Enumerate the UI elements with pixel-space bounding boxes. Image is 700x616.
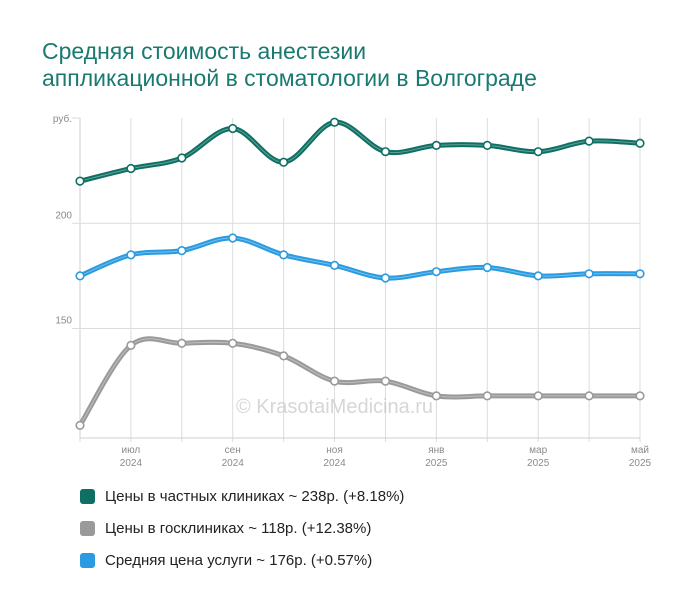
data-point-public	[279, 351, 289, 361]
data-point-average	[380, 273, 391, 283]
data-point-public	[431, 391, 441, 401]
data-point-average	[584, 269, 594, 279]
y-unit-label: руб.	[53, 113, 72, 125]
watermark: © KrasotaiMedicina.ru	[236, 396, 434, 418]
data-point-private	[533, 147, 543, 157]
data-points	[75, 117, 645, 430]
x-tick-label-month: мар	[529, 445, 547, 456]
data-point-private	[279, 157, 289, 167]
data-point-private	[75, 176, 85, 186]
legend-label-private: Цены в частных клиниках ~ 238р. (+8.18%)	[105, 487, 405, 505]
x-tick-label-year: 2024	[323, 458, 346, 469]
series-line-average	[77, 235, 643, 281]
y-tick-label: 200	[55, 210, 72, 221]
x-tick-label-year: 2025	[527, 458, 550, 469]
legend-label-public: Цены в госклиниках ~ 118р. (+12.38%)	[105, 519, 372, 537]
data-point-average	[431, 267, 441, 277]
data-point-public	[228, 338, 238, 348]
axes: 150 200 руб. июл 2024 сен 2024 ноя 2024 янв 2025 ма…	[53, 113, 652, 469]
x-tick-label-month: май	[631, 445, 649, 456]
data-point-private	[380, 147, 391, 157]
x-tick-label-month: июл	[122, 445, 141, 456]
data-point-average	[635, 269, 645, 279]
x-tick-label-month: ноя	[326, 445, 343, 456]
x-tick-label-month: сен	[225, 445, 241, 456]
line-chart: 150 200 руб. июл 2024 сен 2024 ноя 2024 янв 2025 ма…	[53, 113, 652, 469]
legend-swatch-average	[80, 552, 95, 568]
x-tick-label-year: 2025	[629, 458, 652, 469]
data-point-average	[126, 250, 136, 260]
data-point-public	[177, 338, 187, 348]
data-point-average	[177, 246, 187, 256]
data-point-public	[126, 340, 136, 350]
x-tick-label-year: 2024	[222, 458, 245, 469]
chart-title-line-1: Средняя стоимость анестезии	[42, 38, 367, 64]
series-line-highlight-private	[79, 121, 641, 182]
data-point-private	[126, 163, 136, 174]
data-point-private	[635, 138, 645, 148]
data-point-public	[380, 376, 391, 386]
chart-title: Средняя стоимость анестезии аппликационн…	[42, 38, 537, 92]
data-point-private	[431, 140, 441, 150]
y-tick-label: 150	[55, 316, 72, 327]
data-point-average	[75, 271, 85, 281]
data-point-average	[279, 250, 289, 260]
series-line-private	[77, 119, 643, 184]
data-point-public	[533, 391, 543, 401]
data-point-private	[228, 123, 238, 134]
data-point-public	[329, 376, 340, 386]
legend-swatch-public	[80, 520, 95, 536]
data-point-average	[533, 271, 543, 281]
data-point-private	[177, 153, 187, 163]
data-point-average	[329, 260, 340, 270]
data-point-private	[482, 140, 492, 150]
data-point-public	[75, 420, 85, 430]
data-point-public	[635, 391, 645, 401]
x-tick-label-month: янв	[428, 445, 444, 456]
data-point-private	[329, 117, 340, 127]
legend-item-average[interactable]: Средняя цена услуги ~ 176р. (+0.57%)	[80, 550, 404, 570]
legend-swatch-private	[80, 488, 95, 504]
data-point-private	[584, 136, 594, 146]
legend-label-average: Средняя цена услуги ~ 176р. (+0.57%)	[105, 551, 373, 569]
series-lines	[77, 119, 643, 428]
x-tick-label-year: 2025	[425, 458, 448, 469]
legend-item-private[interactable]: Цены в частных клиниках ~ 238р. (+8.18%)	[80, 486, 404, 506]
x-tick-label-year: 2024	[120, 458, 143, 469]
chart-title-line-2: аппликационной в стоматологии в Волгогра…	[42, 65, 537, 91]
data-point-average	[228, 233, 238, 243]
data-point-public	[482, 391, 492, 401]
data-point-average	[482, 262, 492, 273]
legend: Цены в частных клиниках ~ 238р. (+8.18%)…	[80, 486, 404, 582]
legend-item-public[interactable]: Цены в госклиниках ~ 118р. (+12.38%)	[80, 518, 404, 538]
data-point-public	[584, 391, 594, 401]
